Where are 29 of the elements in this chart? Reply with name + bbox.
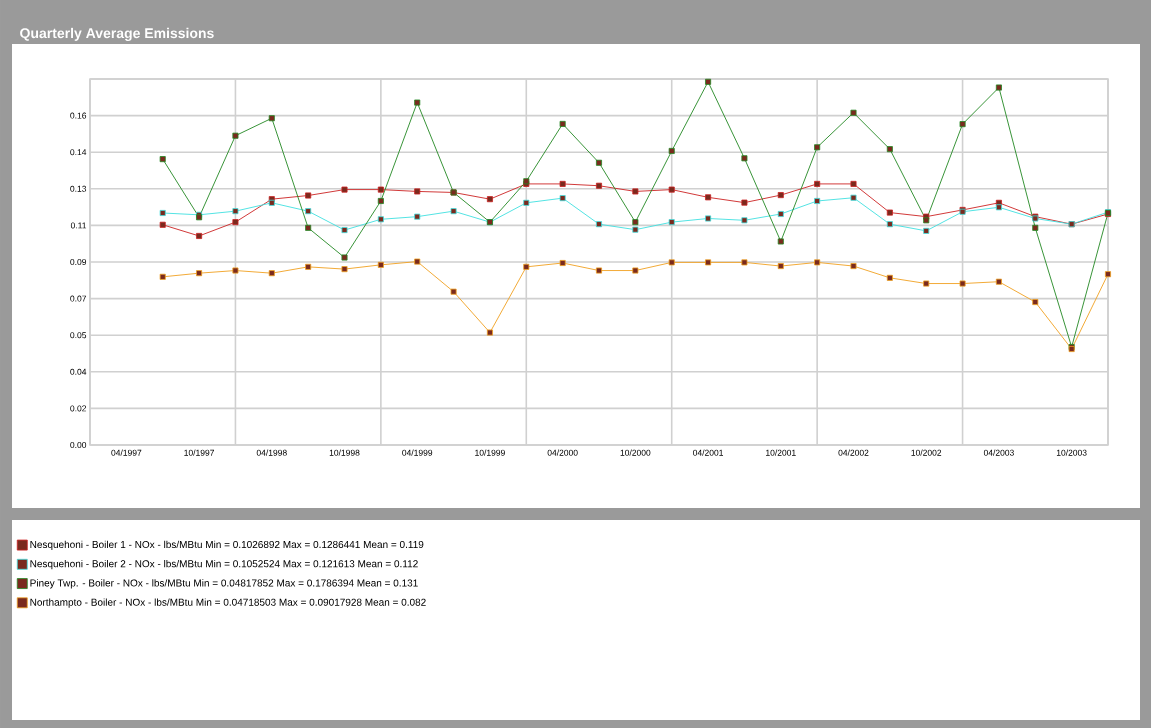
x-tick-label: 04/1998 (256, 449, 287, 456)
x-tick-label: 04/2003 (983, 449, 1014, 456)
x-tick-label: 10/1997 (184, 449, 215, 456)
x-tick-label: 10/1998 (329, 449, 360, 456)
y-tick-label: 0.14 (70, 149, 87, 156)
x-tick-label: 04/2002 (838, 449, 869, 456)
legend-label: Piney Twp. - Boiler - NOx - lbs/MBtu Min = 0.04817852 Max = 0.1786394 Mean = 0.131 (30, 579, 418, 589)
y-tick-label: 0.07 (70, 295, 87, 302)
y-tick-label: 0.09 (70, 258, 87, 265)
y-tick-label: 0.02 (70, 405, 87, 412)
y-tick-label: 0.11 (70, 222, 87, 229)
legend-label: Northampto - Boiler - NOx - lbs/MBtu Min = 0.04718503 Max = 0.09017928 Mean = 0.082 (30, 598, 426, 608)
x-tick-label: 04/2001 (693, 449, 724, 456)
x-tick-label: 04/1997 (111, 449, 142, 456)
x-tick-label: 10/2000 (620, 449, 651, 456)
y-tick-label: 0.13 (70, 185, 87, 192)
chart-title: Quarterly Average Emissions (20, 27, 214, 41)
legend-label: Nesquehoni - Boiler 2 - NOx - lbs/MBtu Min = 0.1052524 Max = 0.121613 Mean = 0.112 (30, 559, 418, 570)
y-tick-label: 0.16 (70, 112, 87, 119)
y-tick-label: 0.00 (70, 441, 87, 448)
y-tick-label: 0.05 (70, 332, 87, 339)
x-tick-label: 10/2001 (766, 449, 796, 456)
x-tick-label: 10/2002 (911, 449, 942, 456)
x-tick-label: 04/1999 (402, 449, 433, 456)
x-tick-label: 10/1999 (475, 449, 505, 456)
legend-label: Nesquehoni - Boiler 1 - NOx - lbs/MBtu Min = 0.1026892 Max = 0.1286441 Mean = 0.119 (30, 540, 424, 550)
x-tick-label: 04/2000 (547, 449, 578, 456)
y-tick-label: 0.04 (70, 368, 87, 375)
x-tick-label: 10/2003 (1056, 449, 1087, 456)
